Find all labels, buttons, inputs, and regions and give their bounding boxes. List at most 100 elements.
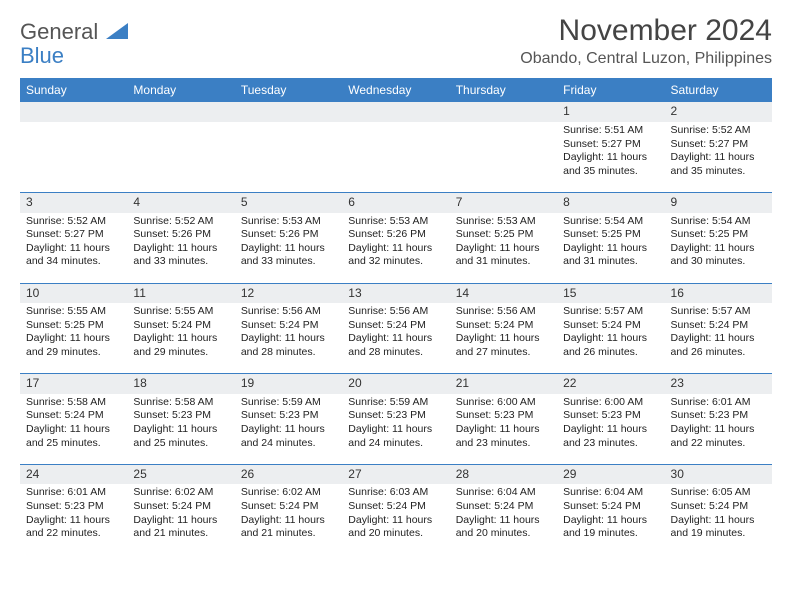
day-number: 22 [557,374,664,394]
day-number: 16 [665,284,772,304]
calendar-week: 3Sunrise: 5:52 AMSunset: 5:27 PMDaylight… [20,192,772,283]
calendar-cell [20,102,127,193]
calendar-cell: 20Sunrise: 5:59 AMSunset: 5:23 PMDayligh… [342,374,449,465]
day-details: Sunrise: 5:56 AMSunset: 5:24 PMDaylight:… [342,303,449,373]
day-number [127,102,234,122]
day-header: Friday [557,79,664,102]
day-header: Wednesday [342,79,449,102]
day-details: Sunrise: 5:55 AMSunset: 5:24 PMDaylight:… [127,303,234,373]
day-number: 14 [450,284,557,304]
day-number: 6 [342,193,449,213]
day-details: Sunrise: 5:53 AMSunset: 5:26 PMDaylight:… [342,213,449,283]
location: Obando, Central Luzon, Philippines [520,50,772,68]
day-number: 17 [20,374,127,394]
day-number: 20 [342,374,449,394]
calendar-cell: 7Sunrise: 5:53 AMSunset: 5:25 PMDaylight… [450,192,557,283]
day-details: Sunrise: 5:52 AMSunset: 5:26 PMDaylight:… [127,213,234,283]
day-number: 26 [235,465,342,485]
month-title: November 2024 [520,14,772,48]
day-number: 29 [557,465,664,485]
calendar-cell: 25Sunrise: 6:02 AMSunset: 5:24 PMDayligh… [127,464,234,554]
calendar-cell: 16Sunrise: 5:57 AMSunset: 5:24 PMDayligh… [665,283,772,374]
day-details [127,122,234,192]
day-header: Saturday [665,79,772,102]
calendar-cell [235,102,342,193]
day-number: 28 [450,465,557,485]
day-details: Sunrise: 5:57 AMSunset: 5:24 PMDaylight:… [557,303,664,373]
calendar-table: SundayMondayTuesdayWednesdayThursdayFrid… [20,78,772,554]
day-number [450,102,557,122]
day-number: 9 [665,193,772,213]
day-details: Sunrise: 6:01 AMSunset: 5:23 PMDaylight:… [665,394,772,464]
day-details: Sunrise: 5:57 AMSunset: 5:24 PMDaylight:… [665,303,772,373]
day-details: Sunrise: 6:00 AMSunset: 5:23 PMDaylight:… [557,394,664,464]
calendar-cell: 13Sunrise: 5:56 AMSunset: 5:24 PMDayligh… [342,283,449,374]
calendar-cell: 26Sunrise: 6:02 AMSunset: 5:24 PMDayligh… [235,464,342,554]
page-header: General Blue November 2024 Obando, Centr… [20,14,772,68]
logo: General Blue [20,14,128,68]
day-number: 15 [557,284,664,304]
logo-line1: General [20,19,98,44]
calendar-week: 10Sunrise: 5:55 AMSunset: 5:25 PMDayligh… [20,283,772,374]
day-details: Sunrise: 6:02 AMSunset: 5:24 PMDaylight:… [235,484,342,554]
day-number: 19 [235,374,342,394]
day-details: Sunrise: 5:51 AMSunset: 5:27 PMDaylight:… [557,122,664,192]
logo-sail-icon [106,23,128,39]
calendar-cell: 30Sunrise: 6:05 AMSunset: 5:24 PMDayligh… [665,464,772,554]
day-details: Sunrise: 5:52 AMSunset: 5:27 PMDaylight:… [665,122,772,192]
calendar-cell: 28Sunrise: 6:04 AMSunset: 5:24 PMDayligh… [450,464,557,554]
calendar-cell: 10Sunrise: 5:55 AMSunset: 5:25 PMDayligh… [20,283,127,374]
calendar-cell [342,102,449,193]
day-number: 7 [450,193,557,213]
day-number: 13 [342,284,449,304]
day-number: 11 [127,284,234,304]
day-details: Sunrise: 5:58 AMSunset: 5:24 PMDaylight:… [20,394,127,464]
calendar-cell: 22Sunrise: 6:00 AMSunset: 5:23 PMDayligh… [557,374,664,465]
day-number: 12 [235,284,342,304]
calendar-cell: 23Sunrise: 6:01 AMSunset: 5:23 PMDayligh… [665,374,772,465]
calendar-cell [127,102,234,193]
calendar-cell: 9Sunrise: 5:54 AMSunset: 5:25 PMDaylight… [665,192,772,283]
day-number: 8 [557,193,664,213]
calendar-cell: 17Sunrise: 5:58 AMSunset: 5:24 PMDayligh… [20,374,127,465]
day-details: Sunrise: 5:52 AMSunset: 5:27 PMDaylight:… [20,213,127,283]
day-details: Sunrise: 5:59 AMSunset: 5:23 PMDaylight:… [235,394,342,464]
day-number: 4 [127,193,234,213]
day-details: Sunrise: 6:01 AMSunset: 5:23 PMDaylight:… [20,484,127,554]
day-number: 5 [235,193,342,213]
calendar-cell [450,102,557,193]
calendar-cell: 24Sunrise: 6:01 AMSunset: 5:23 PMDayligh… [20,464,127,554]
title-block: November 2024 Obando, Central Luzon, Phi… [520,14,772,68]
calendar-week: 24Sunrise: 6:01 AMSunset: 5:23 PMDayligh… [20,464,772,554]
logo-line2: Blue [20,43,64,68]
day-header: Monday [127,79,234,102]
day-number: 2 [665,102,772,122]
calendar-cell: 15Sunrise: 5:57 AMSunset: 5:24 PMDayligh… [557,283,664,374]
day-number: 10 [20,284,127,304]
day-number [342,102,449,122]
calendar-cell: 4Sunrise: 5:52 AMSunset: 5:26 PMDaylight… [127,192,234,283]
calendar-cell: 14Sunrise: 5:56 AMSunset: 5:24 PMDayligh… [450,283,557,374]
calendar-cell: 6Sunrise: 5:53 AMSunset: 5:26 PMDaylight… [342,192,449,283]
day-details: Sunrise: 5:56 AMSunset: 5:24 PMDaylight:… [450,303,557,373]
day-number: 23 [665,374,772,394]
calendar-cell: 19Sunrise: 5:59 AMSunset: 5:23 PMDayligh… [235,374,342,465]
day-header: Sunday [20,79,127,102]
day-details: Sunrise: 5:53 AMSunset: 5:26 PMDaylight:… [235,213,342,283]
day-details: Sunrise: 5:54 AMSunset: 5:25 PMDaylight:… [665,213,772,283]
day-details: Sunrise: 6:00 AMSunset: 5:23 PMDaylight:… [450,394,557,464]
day-details: Sunrise: 6:02 AMSunset: 5:24 PMDaylight:… [127,484,234,554]
day-details: Sunrise: 6:04 AMSunset: 5:24 PMDaylight:… [450,484,557,554]
calendar-cell: 29Sunrise: 6:04 AMSunset: 5:24 PMDayligh… [557,464,664,554]
day-number: 1 [557,102,664,122]
day-number: 27 [342,465,449,485]
day-details: Sunrise: 5:59 AMSunset: 5:23 PMDaylight:… [342,394,449,464]
logo-text: General Blue [20,20,128,68]
day-header: Tuesday [235,79,342,102]
day-number: 25 [127,465,234,485]
day-details: Sunrise: 6:05 AMSunset: 5:24 PMDaylight:… [665,484,772,554]
day-details: Sunrise: 5:54 AMSunset: 5:25 PMDaylight:… [557,213,664,283]
calendar-cell: 8Sunrise: 5:54 AMSunset: 5:25 PMDaylight… [557,192,664,283]
calendar-week: 1Sunrise: 5:51 AMSunset: 5:27 PMDaylight… [20,102,772,193]
day-number: 18 [127,374,234,394]
